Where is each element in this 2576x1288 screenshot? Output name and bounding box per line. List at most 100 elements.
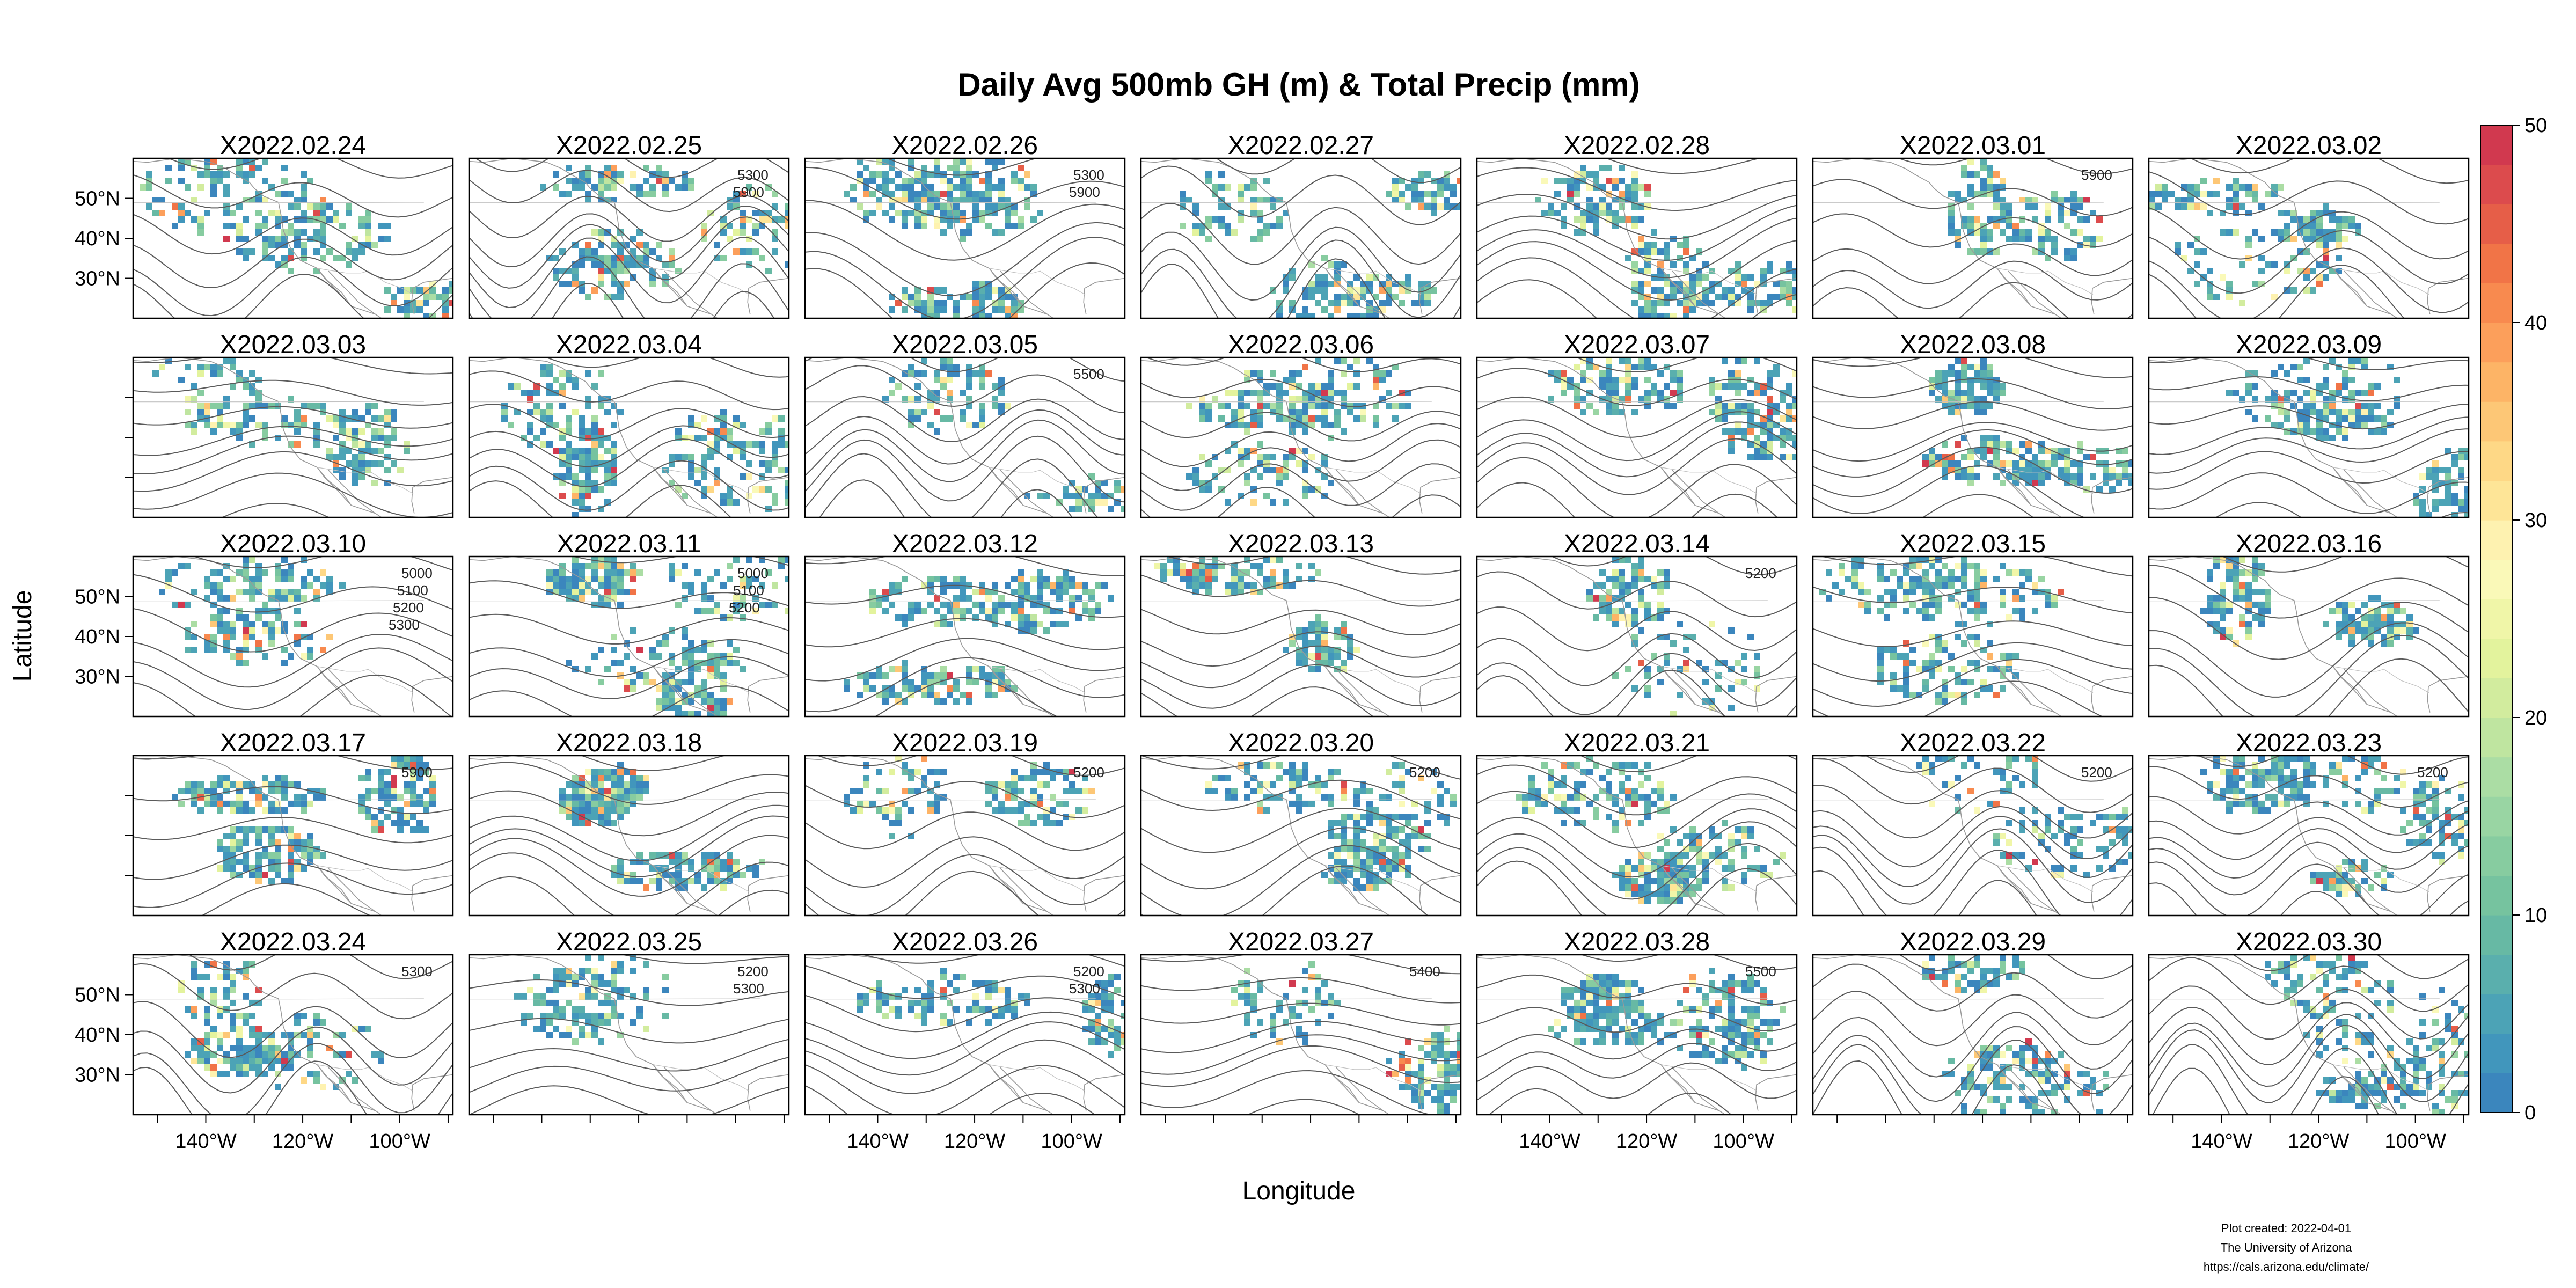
precip-cell (682, 634, 688, 640)
precip-cell (1366, 281, 1373, 287)
precip-cell (185, 647, 191, 653)
precip-cell (365, 460, 371, 467)
panel-title: X2022.03.07 (1564, 331, 1710, 359)
precip-cell (204, 576, 210, 582)
border-line (1813, 202, 2104, 203)
precip-cell (339, 454, 346, 460)
precip-cell (1974, 377, 1980, 383)
precip-cell (1005, 210, 1011, 216)
contour-label: 5300 (389, 617, 420, 633)
precip-cell (1289, 274, 1296, 281)
precip-cell (2122, 448, 2128, 454)
precip-cell (1974, 216, 1980, 223)
precip-cell (2006, 236, 2012, 242)
precip-cell (462, 300, 468, 306)
precip-cell (313, 210, 320, 216)
precip-cell (2038, 460, 2045, 467)
precip-cell (797, 582, 804, 589)
precip-cell (1250, 236, 1257, 242)
precip-cell (643, 672, 649, 679)
precip-cell (1289, 448, 1296, 454)
precip-cell (591, 467, 598, 473)
precip-cell (992, 229, 998, 236)
precip-cell (301, 210, 307, 216)
coastline (653, 467, 687, 506)
contour-line (2149, 230, 2469, 294)
precip-cell (1315, 357, 1321, 364)
precip-cell (2000, 229, 2006, 236)
precip-cell (1373, 313, 1379, 318)
precip-cell (908, 158, 914, 165)
contour-line (1141, 258, 1461, 318)
precip-cell (1218, 486, 1225, 493)
precip-cell (688, 473, 694, 480)
precip-cell (1373, 383, 1379, 390)
precip-cell (2207, 268, 2213, 274)
contour-line (1477, 279, 1797, 318)
precip-cell (249, 248, 255, 255)
precip-cell (927, 313, 934, 318)
precip-cell (1599, 165, 1606, 171)
precip-cell (1638, 216, 1644, 223)
precip-cell (1786, 402, 1792, 409)
precip-cell (617, 255, 624, 261)
precip-cell (1431, 203, 1437, 210)
precip-cell (1437, 203, 1444, 210)
precip-cell (1683, 248, 1689, 255)
precip-cell (391, 409, 397, 415)
precip-cell (1005, 197, 1011, 203)
precip-cell (1180, 191, 1186, 197)
precip-cell (301, 216, 307, 223)
precip-cell (2258, 281, 2265, 287)
precip-cell (694, 435, 701, 441)
precip-cell (281, 569, 288, 576)
precip-cell (1238, 191, 1244, 197)
precip-cell (624, 569, 630, 576)
precip-cell (617, 248, 624, 255)
precip-cell (701, 223, 707, 229)
precip-cell (2278, 409, 2284, 415)
precip-cell (178, 210, 185, 216)
precip-cell (1754, 351, 1760, 357)
precip-cell (1728, 370, 1735, 377)
precip-cell (985, 313, 992, 318)
precip-cell (275, 435, 281, 441)
precip-cell (572, 473, 579, 480)
precip-cell (2445, 467, 2451, 473)
precip-cell (2096, 216, 2103, 223)
precip-cell (2058, 197, 2064, 203)
precip-cell (2297, 216, 2303, 223)
precip-cell (1250, 390, 1257, 396)
precip-cell (1760, 300, 1767, 306)
precip-cell (249, 595, 255, 602)
precip-cell (2006, 473, 2012, 480)
precip-cell (2077, 216, 2083, 223)
precip-cell (223, 634, 230, 640)
chart-title: Daily Avg 500mb GH (m) & Total Precip (m… (957, 67, 1640, 103)
precip-cell (979, 178, 985, 184)
precip-cell (1302, 396, 1308, 402)
precip-cell (1411, 178, 1418, 184)
precip-cell (2168, 191, 2175, 197)
precip-cell (307, 569, 313, 576)
precip-cell (960, 178, 966, 184)
precip-cell (262, 223, 268, 229)
precip-cell (778, 563, 785, 569)
precip-cell (979, 281, 985, 287)
precip-cell (326, 415, 333, 422)
precip-cell (236, 660, 243, 666)
precip-cell (1353, 402, 1360, 409)
precip-cell (727, 435, 733, 441)
precip-cell (1993, 473, 2000, 480)
precip-cell (2310, 402, 2316, 409)
precip-cell (791, 428, 797, 435)
contour-line (469, 170, 789, 213)
precip-cell (604, 569, 611, 576)
precip-cell (2342, 428, 2348, 435)
precip-cell (217, 415, 223, 422)
coastline (133, 158, 383, 318)
precip-cell (1689, 287, 1696, 294)
precip-cell (2284, 210, 2290, 216)
precip-cell (1967, 377, 1974, 383)
precip-cell (1431, 197, 1437, 203)
